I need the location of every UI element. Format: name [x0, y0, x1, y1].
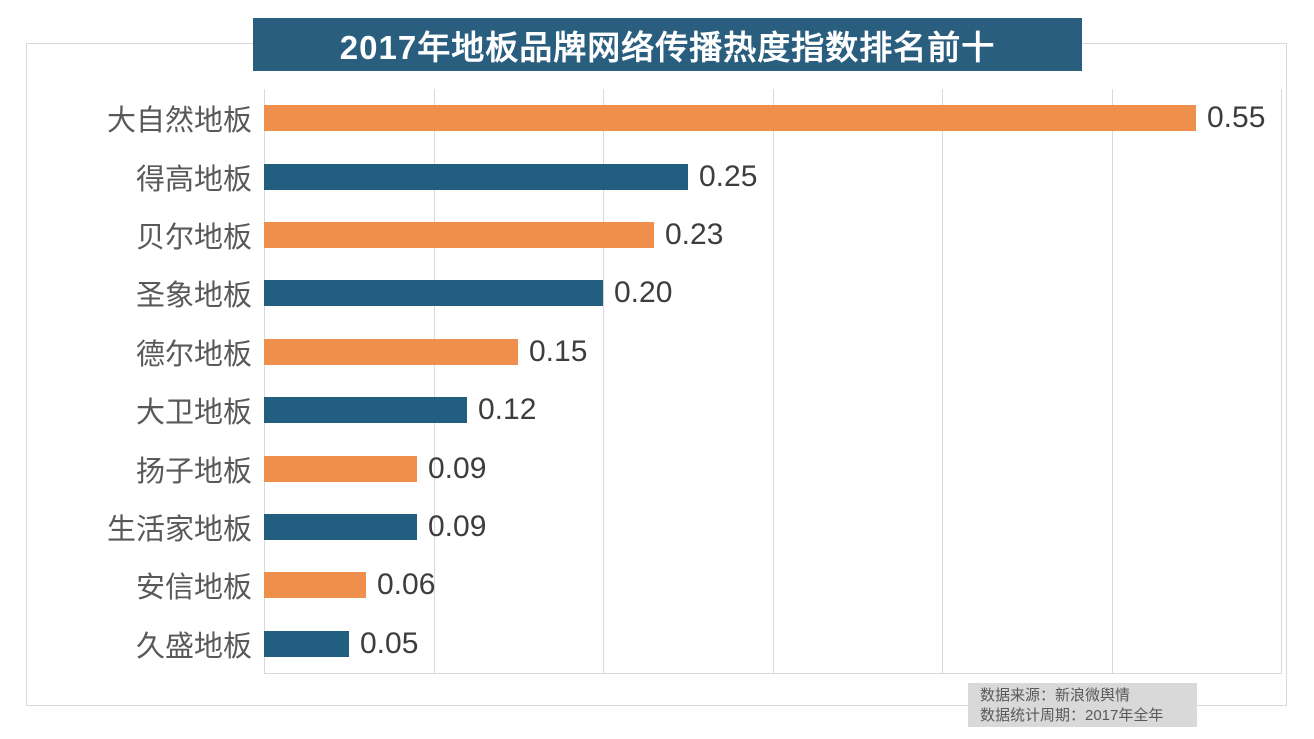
category-label: 贝尔地板 [135, 221, 252, 254]
value-label: 0.25 [699, 159, 758, 193]
chart-frame [26, 43, 1287, 706]
bar [264, 630, 349, 657]
gridline [1281, 89, 1282, 673]
value-label: 0.23 [665, 217, 724, 251]
gridline [603, 89, 604, 673]
gridline [264, 89, 265, 673]
value-label: 0.15 [529, 334, 588, 368]
plot-area [264, 89, 1282, 673]
bar-row: 圣象地板 0.20 [0, 264, 1314, 322]
bar-row: 德尔地板 0.15 [0, 323, 1314, 381]
bar-row: 贝尔地板 0.23 [0, 206, 1314, 264]
source-line: 数据来源：新浪微舆情 [980, 687, 1131, 704]
source-note: 数据来源：新浪微舆情 数据统计周期：2017年全年 [968, 683, 1197, 727]
source-period-line: 数据统计周期：2017年全年 [980, 707, 1164, 724]
value-label: 0.06 [377, 568, 436, 602]
category-label: 安信地板 [135, 572, 252, 605]
bar-row: 扬子地板 0.09 [0, 439, 1314, 497]
bar-row: 久盛地板 0.05 [0, 615, 1314, 673]
bar [264, 105, 1196, 132]
bar-row: 生活家地板 0.09 [0, 498, 1314, 556]
bar [264, 163, 688, 190]
gridline [1111, 89, 1113, 673]
bar-row: 安信地板 0.06 [0, 556, 1314, 614]
value-label: 0.55 [1207, 101, 1266, 135]
category-label: 久盛地板 [135, 630, 252, 663]
category-label: 扬子地板 [135, 455, 252, 488]
bar-row: 大卫地板 0.12 [0, 381, 1314, 439]
bar [264, 455, 417, 482]
bar-row: 得高地板 0.25 [0, 147, 1314, 205]
value-label: 0.09 [428, 509, 487, 543]
gridline [942, 89, 943, 673]
category-label: 大自然地板 [106, 105, 252, 138]
value-label: 0.09 [428, 451, 487, 485]
bar [264, 221, 654, 248]
chart-title: 2017年地板品牌网络传播热度指数排名前十 [339, 28, 996, 66]
bar [264, 338, 518, 365]
value-label: 0.05 [360, 626, 419, 660]
bar [264, 397, 467, 424]
category-label: 得高地板 [135, 163, 252, 196]
gridline [772, 89, 774, 673]
value-label: 0.20 [614, 276, 673, 310]
category-label: 大卫地板 [135, 397, 252, 430]
chart-title-banner: 2017年地板品牌网络传播热度指数排名前十 [253, 18, 1082, 71]
x-axis-line [264, 673, 1282, 674]
bar [264, 280, 603, 307]
bar-row: 大自然地板 0.55 [0, 89, 1314, 147]
value-label: 0.12 [478, 393, 537, 427]
bar [264, 572, 366, 599]
gridline [433, 89, 435, 673]
category-label: 圣象地板 [135, 280, 252, 313]
category-label: 德尔地板 [135, 338, 252, 371]
category-label: 生活家地板 [106, 513, 252, 546]
bar [264, 513, 417, 540]
